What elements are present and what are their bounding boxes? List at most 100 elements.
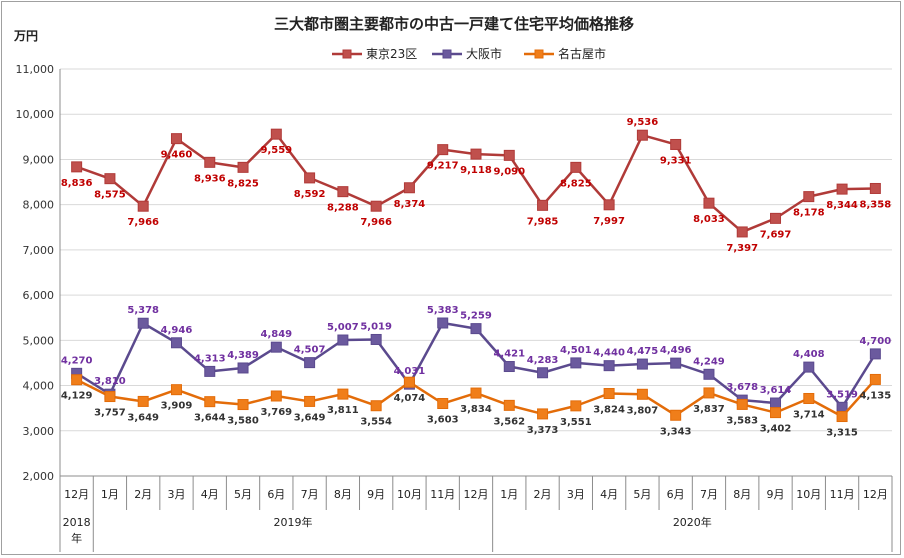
data-label: 4,313 xyxy=(194,353,226,364)
x-tick-label: 3月 xyxy=(167,488,185,501)
y-tick-label: 5,000 xyxy=(23,334,55,347)
data-point xyxy=(304,395,316,407)
data-label: 9,331 xyxy=(660,155,692,166)
data-point xyxy=(570,357,582,369)
data-point xyxy=(170,133,182,145)
data-label: 3,649 xyxy=(127,412,159,423)
x-tick-label: 8月 xyxy=(733,488,751,501)
data-point xyxy=(869,348,881,360)
data-point xyxy=(470,323,482,335)
data-point xyxy=(437,398,449,410)
x-axis: 12月 1月 2月 3月 4月 5月 6月 7月 8月 9月 10月 11月 12月 1月 2月 3月 4月 5月… xyxy=(59,69,893,552)
data-label: 9,536 xyxy=(627,117,659,128)
data-label: 5,259 xyxy=(460,311,492,322)
y-tick-label: 9,000 xyxy=(23,153,55,166)
data-label: 4,700 xyxy=(860,336,892,347)
data-point xyxy=(137,395,149,407)
data-point xyxy=(770,397,782,409)
data-label: 3,769 xyxy=(260,407,292,418)
data-point xyxy=(869,182,881,194)
data-point xyxy=(237,161,249,173)
data-point xyxy=(170,337,182,349)
data-label: 7,966 xyxy=(360,217,392,228)
data-label: 4,849 xyxy=(260,329,292,340)
data-point xyxy=(304,172,316,184)
x-tick-label: 10月 xyxy=(796,488,821,501)
data-point xyxy=(104,391,116,403)
data-point xyxy=(237,399,249,411)
x-tick-label: 7月 xyxy=(301,488,319,501)
data-label: 7,997 xyxy=(593,216,625,227)
data-label: 8,825 xyxy=(560,178,592,189)
x-tick-label: 1月 xyxy=(101,488,119,501)
legend-label: 大阪市 xyxy=(466,46,502,61)
data-point xyxy=(503,361,515,373)
data-label: 4,031 xyxy=(394,366,426,377)
data-label: 7,966 xyxy=(127,217,159,228)
data-label: 4,507 xyxy=(294,345,326,356)
data-point xyxy=(703,368,715,380)
data-label: 3,811 xyxy=(327,405,359,416)
data-point xyxy=(836,411,848,423)
data-point xyxy=(204,365,216,377)
data-label: 8,374 xyxy=(394,199,426,210)
data-label: 8,178 xyxy=(793,208,825,219)
x-tick-label: 9月 xyxy=(767,488,785,501)
data-label: 3,810 xyxy=(94,376,126,387)
data-point xyxy=(836,183,848,195)
data-point xyxy=(803,191,815,203)
data-label: 7,397 xyxy=(726,243,758,254)
data-label: 3,580 xyxy=(227,416,259,427)
data-label: 3,678 xyxy=(726,382,758,393)
data-label: 8,575 xyxy=(94,190,126,201)
data-point xyxy=(636,129,648,141)
data-point xyxy=(337,186,349,198)
data-label: 4,074 xyxy=(394,393,426,404)
data-label: 3,554 xyxy=(360,417,392,428)
data-label: 4,270 xyxy=(61,355,93,366)
data-point xyxy=(503,149,515,161)
data-point xyxy=(537,367,549,379)
data-label: 3,644 xyxy=(194,413,226,424)
data-point xyxy=(304,357,316,369)
data-point xyxy=(603,388,615,400)
data-label: 3,834 xyxy=(460,404,492,415)
data-point xyxy=(670,409,682,421)
x-tick-label: 8月 xyxy=(334,488,352,501)
data-point xyxy=(770,407,782,419)
data-label: 4,496 xyxy=(660,345,692,356)
data-label: 3,807 xyxy=(627,405,659,416)
data-label: 4,129 xyxy=(61,391,93,402)
data-point xyxy=(537,408,549,420)
data-label: 8,836 xyxy=(61,178,93,189)
chart-title: 三大都市圏主要都市の中古一戸建て住宅平均価格推移 xyxy=(274,15,634,33)
data-point xyxy=(204,396,216,408)
y-tick-label: 8,000 xyxy=(23,199,55,212)
data-point xyxy=(803,392,815,404)
y-axis-ticks: 2,000 3,000 4,000 5,000 6,000 7,000 8,000 9,000… xyxy=(16,63,55,483)
gridlines xyxy=(60,68,892,477)
data-point xyxy=(437,317,449,329)
data-label: 8,288 xyxy=(327,203,359,214)
data-point xyxy=(370,333,382,345)
legend-label: 名古屋市 xyxy=(558,46,606,61)
data-label: 8,358 xyxy=(860,199,892,210)
y-tick-label: 7,000 xyxy=(23,244,55,257)
year-label: 2020年 xyxy=(673,515,712,529)
x-tick-label: 12月 xyxy=(64,488,89,501)
data-point xyxy=(603,199,615,211)
data-label: 8,033 xyxy=(693,214,725,225)
x-tick-label: 6月 xyxy=(667,488,685,501)
x-tick-label: 2月 xyxy=(134,488,152,501)
data-point xyxy=(104,173,116,185)
data-point xyxy=(370,400,382,412)
year-label: 2019年 xyxy=(273,515,312,529)
y-tick-label: 3,000 xyxy=(23,425,55,438)
data-label: 5,383 xyxy=(427,305,459,316)
data-label: 9,090 xyxy=(493,166,525,177)
data-label: 4,389 xyxy=(227,350,259,361)
data-label: 9,460 xyxy=(161,150,193,161)
year-label: 2018 xyxy=(63,516,91,529)
data-label: 3,315 xyxy=(826,428,858,439)
